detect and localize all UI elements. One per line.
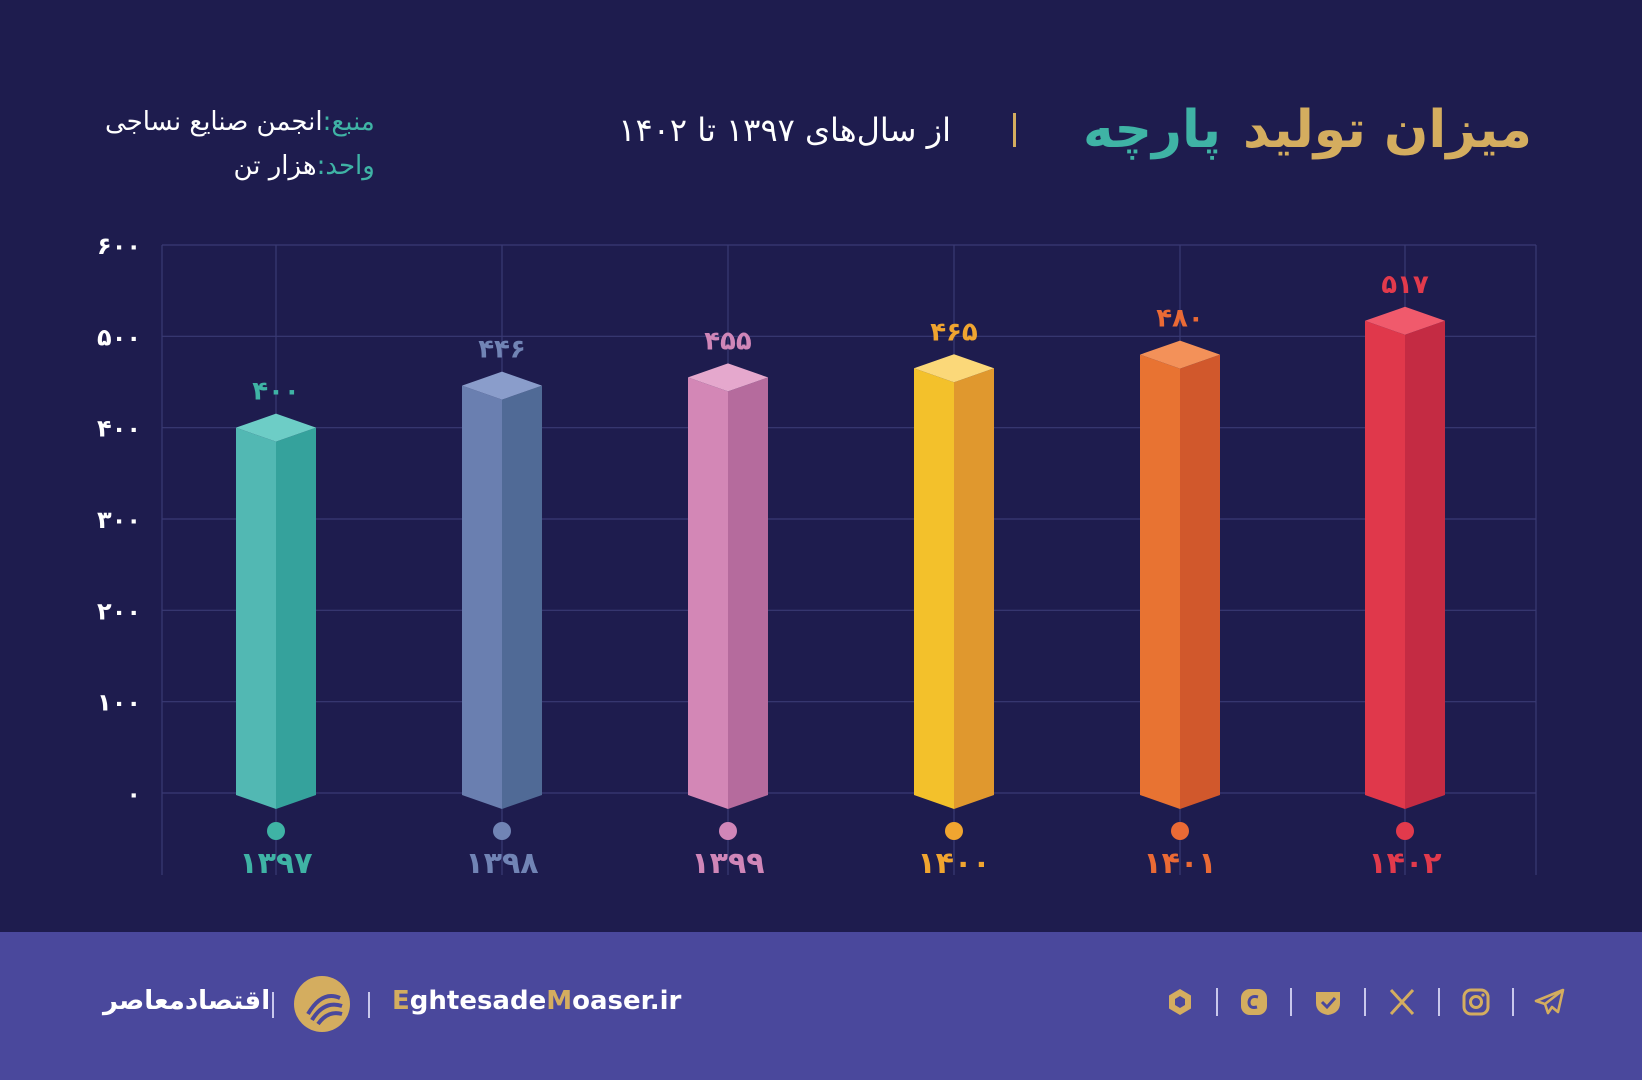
bar-side-face (502, 385, 542, 809)
y-tick-label: ۰ (126, 780, 141, 808)
site-part1: ghtesade (409, 986, 547, 1016)
x-icon[interactable] (1380, 980, 1424, 1024)
chart-title: میزان تولید پارچه از سال‌های ۱۳۹۷ تا ۱۴۰… (618, 100, 1532, 160)
category-dot (267, 822, 285, 840)
icon-divider (1512, 988, 1514, 1016)
icon-divider (1216, 988, 1218, 1016)
site-letter-e: E (392, 986, 410, 1016)
bar-side-face (954, 368, 994, 809)
instagram-icon[interactable] (1454, 980, 1498, 1024)
footer-divider (368, 992, 370, 1018)
bar (914, 354, 994, 809)
site-tld: .ir (649, 986, 682, 1016)
bar (1140, 340, 1220, 809)
bar-value-label: ۴۴۶ (478, 335, 526, 365)
unit-value: هزار تن (233, 151, 317, 181)
bar-value-label: ۴۶۵ (930, 317, 978, 347)
brand-name: اقتصادمعاصر (103, 986, 271, 1016)
unit-line: واحد:هزار تن (105, 144, 375, 188)
y-tick-label: ۴۰۰ (97, 415, 141, 443)
category-dot (1171, 822, 1189, 840)
x-tick-label: ۱۴۰۲ (1368, 846, 1441, 881)
eitaa-icon[interactable] (1306, 980, 1350, 1024)
bar-top-face (688, 363, 768, 392)
y-tick-label: ۶۰۰ (97, 232, 141, 260)
bar-top-face (914, 354, 994, 383)
social-icons (1158, 980, 1572, 1024)
bar-chart: ۰ ۱۰۰ ۲۰۰ ۳۰۰ ۴۰۰ ۵۰۰ ۶۰۰ ۴۰۰ ۱۳۹۷ ۴۴۶ ۱۳۹۸ ۴۵۵ ۱۳۹۹… (97, 232, 1537, 881)
bar (1365, 306, 1445, 809)
bar-front-face (462, 385, 502, 809)
y-tick-label: ۱۰۰ (97, 689, 141, 717)
category-dot (719, 822, 737, 840)
bar (688, 363, 768, 809)
y-tick-label: ۳۰۰ (97, 506, 141, 534)
bar-side-face (1405, 320, 1445, 809)
bale-icon[interactable] (1232, 980, 1276, 1024)
brand-logo[interactable] (294, 976, 350, 1032)
x-tick-label: ۱۴۰۱ (1143, 846, 1216, 881)
bar-top-face (236, 413, 316, 442)
title-main: میزان تولید (1243, 100, 1532, 160)
bar-side-face (276, 427, 316, 809)
site-part2: oaser (572, 986, 650, 1016)
category-dot (945, 822, 963, 840)
title-divider (1013, 113, 1016, 147)
chart-subtitle: از سال‌های ۱۳۹۷ تا ۱۴۰۲ (618, 111, 951, 149)
footer-divider (272, 992, 274, 1018)
icon-divider (1364, 988, 1366, 1016)
title-accent: پارچه (1083, 100, 1221, 160)
bar-front-face (1140, 354, 1180, 809)
bar-value-label: ۵۱۷ (1381, 270, 1429, 300)
x-tick-label: ۱۳۹۸ (465, 846, 538, 881)
bar-front-face (688, 377, 728, 809)
category-dot (1396, 822, 1414, 840)
bar-side-face (728, 377, 768, 809)
telegram-icon[interactable] (1528, 980, 1572, 1024)
website-link[interactable]: EghtesadeMoaser.ir (392, 986, 681, 1016)
bar-front-face (236, 427, 276, 809)
x-tick-label: ۱۳۹۹ (691, 846, 764, 881)
x-tick-label: ۱۳۹۷ (239, 846, 312, 881)
bar-top-face (462, 371, 542, 400)
footer-bar: اقتصادمعاصر EghtesadeMoaser.ir (0, 932, 1642, 1080)
x-tick-label: ۱۴۰۰ (917, 846, 990, 881)
unit-label: واحد: (316, 151, 375, 181)
bar-value-label: ۴۵۵ (704, 326, 752, 356)
bar (236, 413, 316, 809)
bar-top-face (1365, 306, 1445, 335)
bar-top-face (1140, 340, 1220, 369)
bar-front-face (914, 368, 954, 809)
icon-divider (1290, 988, 1292, 1016)
bar-side-face (1180, 354, 1220, 809)
y-tick-label: ۵۰۰ (97, 323, 141, 351)
bar-front-face (1365, 320, 1405, 809)
bar-value-label: ۴۰۰ (252, 377, 300, 407)
bar (462, 371, 542, 809)
rubika-icon[interactable] (1158, 980, 1202, 1024)
icon-divider (1438, 988, 1440, 1016)
category-dot (493, 822, 511, 840)
source-line: منبع:انجمن صنایع نساجی (105, 100, 375, 144)
bar-value-label: ۴۸۰ (1156, 304, 1204, 334)
source-value: انجمن صنایع نساجی (105, 107, 323, 137)
source-label: منبع: (322, 107, 375, 137)
chart-meta: منبع:انجمن صنایع نساجی واحد:هزار تن (105, 100, 375, 188)
y-tick-label: ۲۰۰ (97, 597, 141, 625)
site-letter-m: M (546, 986, 573, 1016)
